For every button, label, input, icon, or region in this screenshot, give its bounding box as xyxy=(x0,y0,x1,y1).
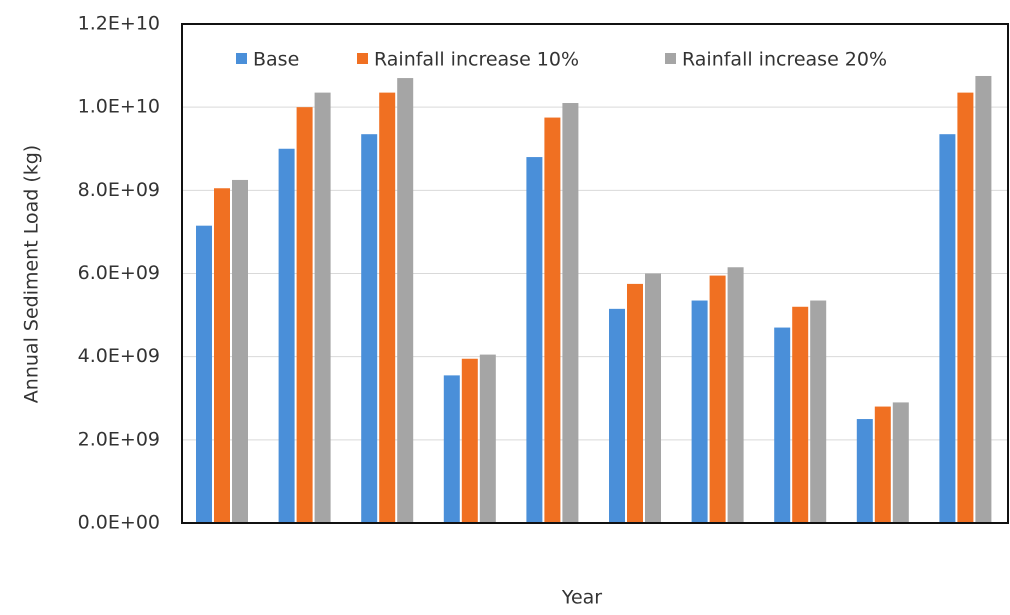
bar xyxy=(892,402,909,523)
bar xyxy=(774,327,791,523)
bar xyxy=(461,358,478,523)
y-tick-label: 1.0E+10 xyxy=(78,96,160,118)
y-tick-label: 6.0E+09 xyxy=(78,262,160,284)
bar xyxy=(278,148,295,523)
bar xyxy=(957,92,974,524)
legend-swatch xyxy=(236,53,247,64)
bar xyxy=(232,179,248,523)
plot-frame xyxy=(181,23,1009,524)
bar xyxy=(214,188,230,524)
y-tick-label: 8.0E+09 xyxy=(78,179,160,201)
y-tick-label: 1.2E+10 xyxy=(78,13,160,35)
y-axis-label: Annual Sediment Load (kg) xyxy=(21,145,43,403)
bar xyxy=(544,117,561,523)
legend-swatch xyxy=(665,53,676,64)
bar xyxy=(627,283,643,523)
legend-swatch xyxy=(357,53,368,64)
bar xyxy=(939,134,956,523)
bar xyxy=(691,300,708,523)
bar xyxy=(792,306,809,523)
legend-label: Rainfall increase 20% xyxy=(682,49,887,71)
legend-label: Rainfall increase 10% xyxy=(374,49,579,71)
y-tick-label: 2.0E+09 xyxy=(78,428,160,450)
legend-label: Base xyxy=(253,49,299,71)
bar xyxy=(314,92,331,524)
y-tick-label: 4.0E+09 xyxy=(78,345,160,367)
bar xyxy=(361,134,378,523)
bar xyxy=(856,419,873,523)
bar xyxy=(645,273,661,523)
bar xyxy=(727,267,744,523)
bar xyxy=(526,157,543,524)
bar xyxy=(609,308,625,523)
bar xyxy=(196,225,212,523)
bar xyxy=(709,275,726,523)
bar xyxy=(443,375,460,523)
bar xyxy=(397,78,414,523)
bar xyxy=(296,107,313,524)
bar xyxy=(379,92,396,524)
bar xyxy=(874,406,891,523)
x-axis-label: Year xyxy=(561,587,602,609)
bar xyxy=(562,103,579,523)
y-tick-label: 0.0E+00 xyxy=(78,512,160,534)
bar xyxy=(975,75,992,524)
bar xyxy=(810,300,827,523)
bar xyxy=(479,354,496,523)
